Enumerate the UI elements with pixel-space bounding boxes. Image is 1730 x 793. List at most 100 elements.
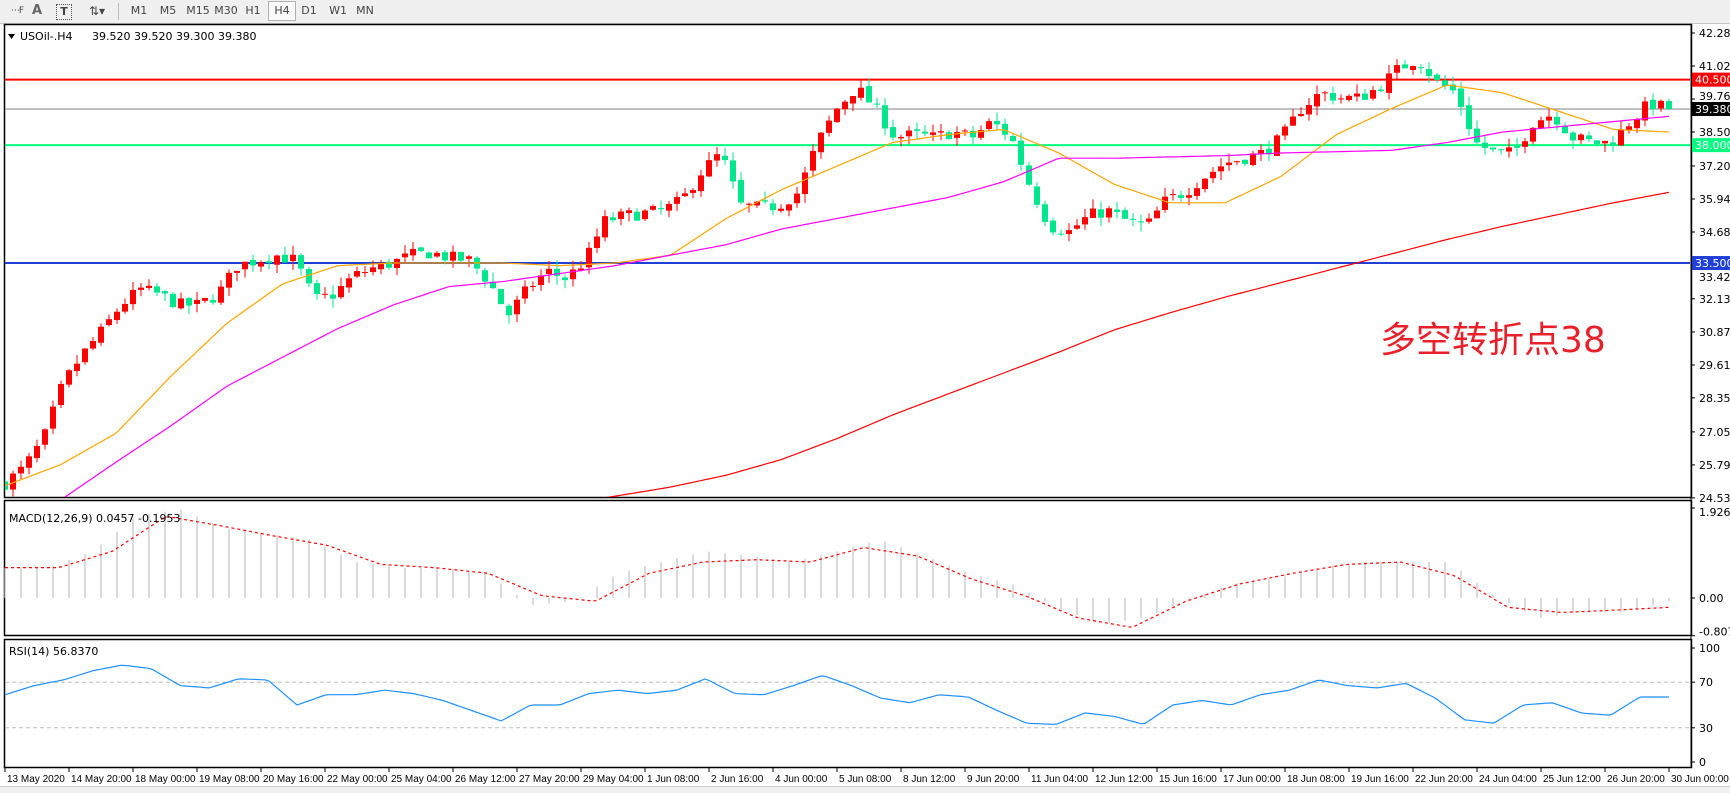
candle [634, 208, 640, 221]
candle [1122, 207, 1128, 220]
candle [778, 204, 784, 213]
candle-body [1370, 90, 1376, 99]
timeframe-m15[interactable]: M15 [186, 4, 210, 17]
price-tick-label: 35.945 [1699, 193, 1730, 206]
candle-body [1554, 116, 1560, 125]
timeframe-mn[interactable]: MN [356, 4, 374, 17]
time-tick-label: 1 Jun 08:00 [647, 774, 700, 785]
time-tick-label: 2 Jun 16:00 [711, 774, 764, 785]
candle [1594, 140, 1600, 146]
candle-body [930, 132, 936, 135]
candle [202, 297, 208, 304]
rsi-pane-border [3, 638, 1693, 769]
candle-body [1306, 105, 1312, 115]
timeframe-w1[interactable]: W1 [329, 4, 347, 17]
candle-body [338, 286, 344, 298]
price-tick-label: 24.535 [1699, 492, 1730, 505]
candle [794, 186, 800, 208]
candle [730, 152, 736, 189]
candle-body [546, 268, 552, 274]
text-label-tool-icon[interactable]: T [56, 4, 72, 20]
chart-legend-symbol: USOil-.H4 [20, 30, 73, 43]
candle-body [850, 96, 856, 104]
timeframe-h1[interactable]: H1 [245, 4, 261, 17]
candle [610, 211, 616, 223]
candle-body [1114, 209, 1120, 212]
candle [554, 260, 560, 285]
candle-body [442, 252, 448, 261]
macd-pane [4, 509, 1670, 628]
candle [1210, 167, 1216, 184]
candle-body [730, 160, 736, 182]
candle [322, 287, 328, 299]
candle-body [1226, 162, 1232, 166]
candle-body [50, 406, 56, 429]
candle [1162, 187, 1168, 213]
price-tick-label: 29.610 [1699, 359, 1730, 372]
candle-body [914, 129, 920, 131]
candle-body [922, 131, 928, 134]
macd-signal-line [5, 516, 1670, 628]
arrows-tool-icon[interactable]: ⇅▾ [88, 4, 106, 18]
candle-body [682, 193, 688, 197]
candle [866, 78, 872, 103]
candle [146, 279, 152, 291]
candle-body [1050, 220, 1056, 233]
timeframe-h4[interactable]: H4 [268, 1, 296, 21]
candle [938, 123, 944, 141]
candle-body [1570, 132, 1576, 141]
candle-body [226, 272, 232, 288]
candle-body [570, 269, 576, 280]
chart-menu-triangle-icon[interactable] [8, 34, 15, 39]
candle [1098, 201, 1104, 226]
candle [722, 147, 728, 165]
candle [330, 285, 336, 308]
time-tick-label: 22 May 00:00 [327, 774, 388, 785]
candle-body [906, 130, 912, 137]
candle [42, 428, 48, 450]
candle-body [762, 200, 768, 202]
price-pane-border [3, 23, 1693, 499]
candle [658, 200, 664, 215]
candle [250, 254, 256, 272]
candle [1426, 62, 1432, 83]
candle-body [274, 255, 280, 265]
axes: 42.280 41.020 39.760 38.500 37.205 35.945 34.6… [4, 24, 1730, 785]
timeframe-d1[interactable]: D1 [301, 4, 317, 17]
candle-body [1546, 116, 1552, 121]
period-separator-icon[interactable]: ⋯F [10, 6, 24, 16]
timeframe-m30[interactable]: M30 [214, 4, 238, 17]
candle [498, 288, 504, 305]
candle [1138, 214, 1144, 232]
moving-average-slow [605, 191, 1670, 497]
candle-body [978, 130, 984, 138]
candle [122, 298, 128, 314]
candle-body [266, 261, 272, 263]
candle [1434, 73, 1440, 83]
candle [514, 295, 520, 323]
candle-body [1650, 99, 1656, 110]
candle [674, 191, 680, 211]
candle-body [1290, 116, 1296, 126]
candle-body [1498, 149, 1504, 151]
candle-body [970, 130, 976, 138]
candle-body [1642, 101, 1648, 121]
text-tool-icon[interactable]: A [31, 3, 43, 18]
candle-body [1450, 84, 1456, 91]
candle [298, 252, 304, 276]
time-tick-label: 17 Jun 00:00 [1223, 774, 1281, 785]
candle [850, 96, 856, 112]
candle [882, 98, 888, 136]
timeframe-m5[interactable]: M5 [159, 4, 177, 17]
candle-body [330, 294, 336, 299]
candle [1202, 178, 1208, 193]
candle-body [778, 208, 784, 211]
candle-body [18, 466, 24, 474]
price-tick-label: 32.135 [1699, 293, 1730, 306]
candle-body [98, 326, 104, 343]
timeframe-m1[interactable]: M1 [130, 4, 148, 17]
candle-body [610, 217, 616, 221]
time-tick-label: 19 Jun 16:00 [1351, 774, 1409, 785]
candle [1602, 140, 1608, 152]
